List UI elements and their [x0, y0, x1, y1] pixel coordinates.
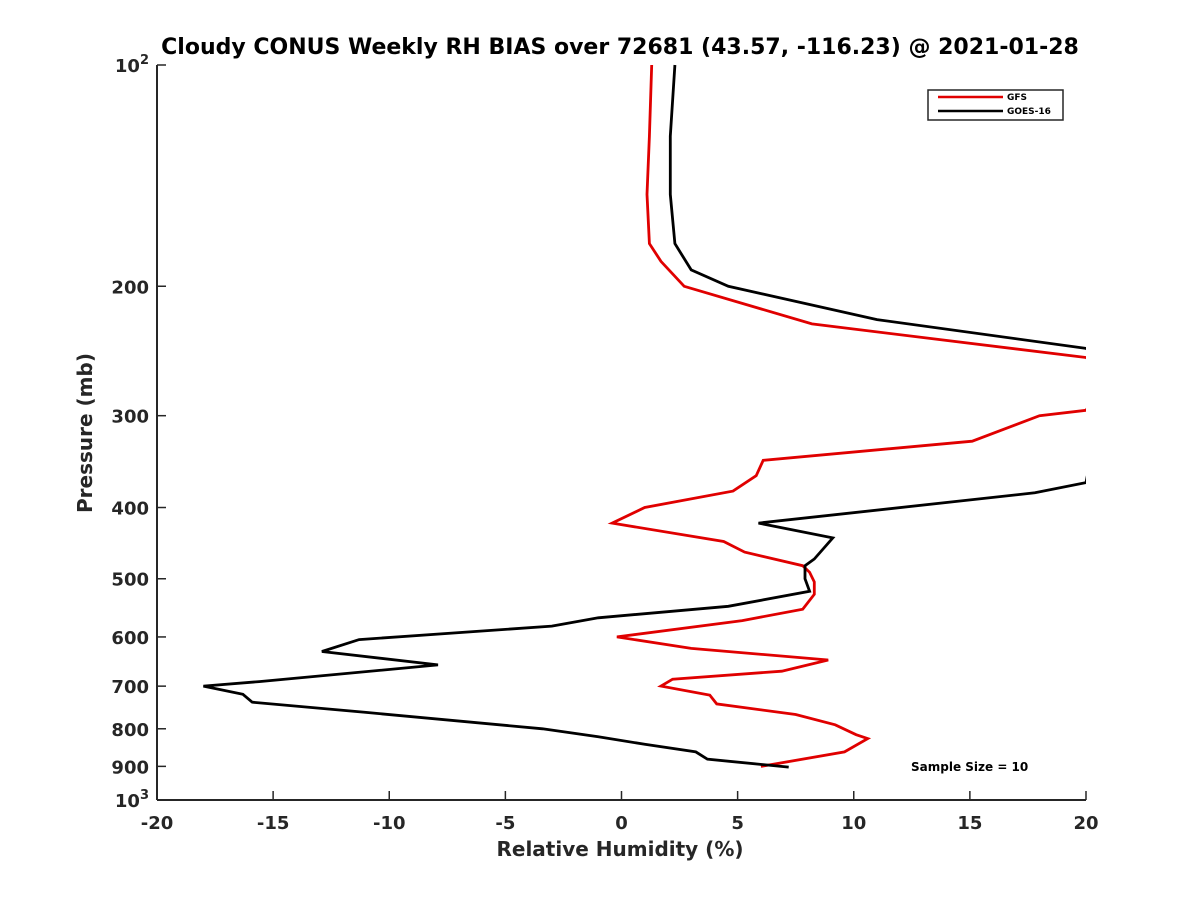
legend-label-gfs: GFS — [1007, 93, 1027, 103]
x-tick-label: 0 — [615, 813, 628, 834]
y-tick-label: 103 — [115, 788, 149, 812]
y-axis-label: Pressure (mb) — [73, 353, 97, 513]
series-layer — [203, 64, 1086, 769]
y-ticks: 102 200 300 400 500 600 700 800 900 103 — [111, 53, 166, 812]
legend-box — [927, 89, 1064, 121]
x-axis-label: Relative Humidity (%) — [496, 837, 743, 861]
y-tick-label: 400 — [111, 499, 149, 520]
y-tick-label: 700 — [111, 677, 149, 698]
y-tick-label: 800 — [111, 720, 149, 741]
x-tick-label: -15 — [257, 813, 290, 834]
x-ticks: -20 -15 -10 -5 0 5 10 15 20 — [141, 791, 1099, 834]
series-line-gfs — [607, 64, 1086, 768]
x-tick-label: 10 — [841, 813, 866, 834]
x-tick-label: -10 — [373, 813, 406, 834]
x-tick-label: 5 — [731, 813, 744, 834]
y-tick-label: 500 — [111, 570, 149, 591]
y-tick-label: 300 — [111, 407, 149, 428]
legend-label-goes16: GOES-16 — [1007, 107, 1051, 117]
y-tick-label: 200 — [111, 277, 149, 298]
legend: GFS GOES-16 — [927, 89, 1064, 121]
x-tick-label: 15 — [957, 813, 982, 834]
sample-size-annotation: Sample Size = 10 — [911, 760, 1028, 774]
x-tick-label: 20 — [1073, 813, 1098, 834]
y-tick-label: 900 — [111, 757, 149, 778]
y-tick-label: 102 — [115, 53, 149, 77]
y-tick-label: 600 — [111, 628, 149, 649]
x-tick-label: -5 — [495, 813, 515, 834]
x-tick-label: -20 — [141, 813, 174, 834]
chart-title: Cloudy CONUS Weekly RH BIAS over 72681 (… — [161, 35, 1079, 60]
series-line-goes16 — [203, 64, 1086, 769]
